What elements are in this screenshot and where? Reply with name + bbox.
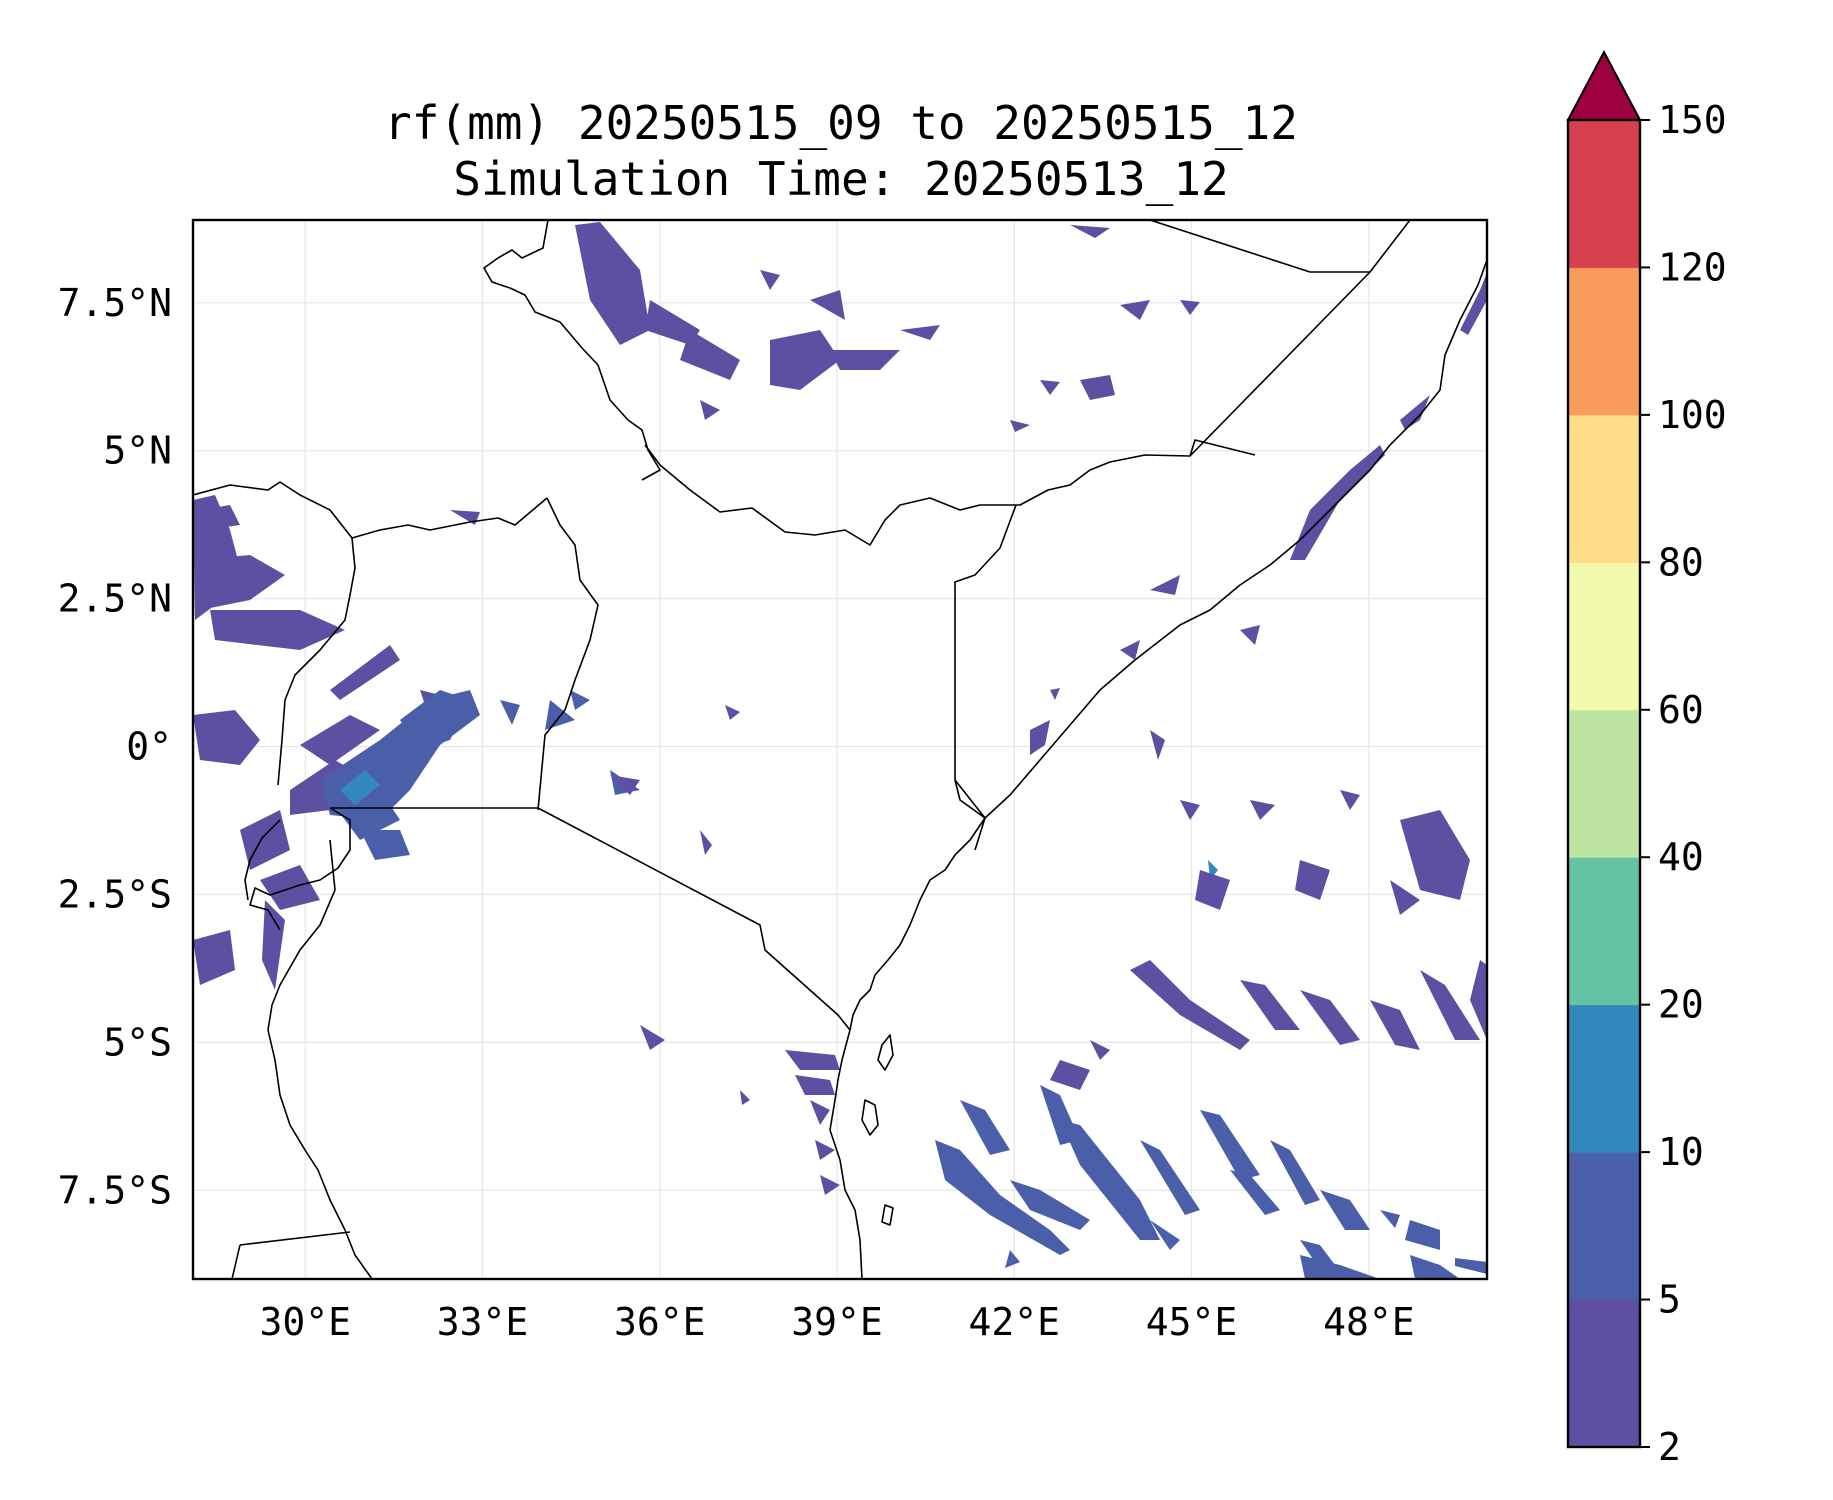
lon-tick-label: 42°E bbox=[969, 1300, 1061, 1344]
rwanda-burundi bbox=[249, 807, 351, 931]
colorbar-band bbox=[1568, 857, 1640, 1006]
map-title: rf(mm) 20250515_09 to 20250515_12 bbox=[384, 96, 1298, 150]
uganda-kenya-border bbox=[537, 497, 599, 811]
map-subtitle: Simulation Time: 20250513_12 bbox=[453, 152, 1229, 206]
kenya-somalia-border bbox=[954, 779, 986, 851]
lon-tick-label: 30°E bbox=[260, 1300, 352, 1344]
rainfall-ethiopia bbox=[575, 222, 1200, 432]
colorbar-tick-label: 60 bbox=[1658, 688, 1704, 732]
rainfall-indian-ocean-bands bbox=[1050, 730, 1487, 1090]
colorbar-tick-label: 120 bbox=[1658, 245, 1727, 289]
tanzania-zambia bbox=[239, 1231, 351, 1246]
pemba-island bbox=[877, 1034, 894, 1071]
colorbar-tick-label: 40 bbox=[1658, 835, 1704, 879]
colorbar-band bbox=[1568, 1152, 1640, 1301]
ethiopia-kenya-border bbox=[644, 439, 1256, 546]
lon-tick-label: 33°E bbox=[437, 1300, 529, 1344]
lon-tick-label: 36°E bbox=[614, 1300, 706, 1344]
map-frame bbox=[191, 218, 1489, 1281]
colorbar-band bbox=[1568, 414, 1640, 563]
rainfall-southern-bands bbox=[935, 1085, 1487, 1279]
colorbar-band bbox=[1568, 1004, 1640, 1153]
longitude-labels: 30°E 33°E 36°E 39°E 42°E 45°E 48°E bbox=[260, 1300, 1415, 1344]
south-sudan-ethiopia-border bbox=[483, 220, 661, 481]
tanzania-coast bbox=[829, 1029, 863, 1279]
colorbar-tick-label: 100 bbox=[1658, 393, 1727, 437]
rwanda-drc-lake-kivu bbox=[244, 819, 281, 901]
kenya-coast bbox=[849, 817, 986, 1031]
colorbar-band bbox=[1568, 120, 1640, 268]
lat-tick-label: 2.5°S bbox=[58, 872, 172, 916]
lat-tick-label: 5°N bbox=[103, 429, 172, 473]
lat-tick-label: 2.5°N bbox=[58, 577, 172, 621]
lon-tick-label: 39°E bbox=[791, 1300, 883, 1344]
ethiopia-somalia-ogaden bbox=[1189, 220, 1411, 457]
colorbar-band bbox=[1568, 267, 1640, 416]
mafia-island bbox=[881, 1204, 894, 1226]
rainfall-field bbox=[193, 222, 1487, 1279]
colorbar: 2 5 10 20 40 60 80 100 120 150 bbox=[1566, 49, 1727, 1469]
ethiopia-somalia-border bbox=[954, 504, 1017, 819]
uganda-drc-border bbox=[277, 537, 356, 786]
colorbar-tick-label: 80 bbox=[1658, 540, 1704, 584]
gridlines bbox=[193, 220, 1487, 1279]
ethiopia-eritrea-border bbox=[1149, 220, 1370, 273]
rainfall-peak-cells bbox=[340, 240, 1428, 880]
colorbar-tick-label: 150 bbox=[1658, 98, 1727, 142]
colorbar-frame bbox=[1566, 118, 1642, 1449]
colorbar-extend-triangle bbox=[1566, 49, 1642, 121]
lat-tick-label: 5°S bbox=[103, 1020, 172, 1064]
zambia-malawi-stub bbox=[231, 1244, 241, 1279]
zanzibar-island bbox=[861, 1099, 879, 1136]
colorbar-tick-label: 20 bbox=[1658, 983, 1704, 1027]
colorbar-band bbox=[1568, 1299, 1640, 1448]
latitude-labels: 7.5°N 5°N 2.5°N 0° 2.5°S 5°S 7.5°S bbox=[58, 281, 172, 1212]
lat-tick-label: 7.5°S bbox=[58, 1168, 172, 1212]
rainfall-somali-coast bbox=[1030, 272, 1487, 755]
lat-tick-label: 7.5°N bbox=[58, 281, 172, 325]
colorbar-band bbox=[1568, 709, 1640, 858]
uganda-south-sudan-border bbox=[351, 497, 548, 539]
lon-tick-label: 48°E bbox=[1323, 1300, 1415, 1344]
colorbar-band bbox=[1568, 562, 1640, 711]
lat-tick-label: 0° bbox=[126, 725, 172, 769]
somalia-coast bbox=[984, 259, 1487, 819]
lon-tick-label: 45°E bbox=[1146, 1300, 1238, 1344]
burundi-tanzania bbox=[271, 839, 336, 1006]
colorbar-tick-label: 10 bbox=[1658, 1130, 1704, 1174]
rainfall-tanzania-coast bbox=[610, 705, 840, 1195]
colorbar-tick-label: 5 bbox=[1658, 1278, 1681, 1322]
drc-south-sudan-border bbox=[193, 481, 353, 539]
tanganyika-east-shore bbox=[267, 1004, 373, 1279]
colorbar-tick-label: 2 bbox=[1658, 1425, 1681, 1469]
kenya-tanzania-border bbox=[537, 807, 851, 1031]
country-boundaries bbox=[193, 220, 1487, 1279]
